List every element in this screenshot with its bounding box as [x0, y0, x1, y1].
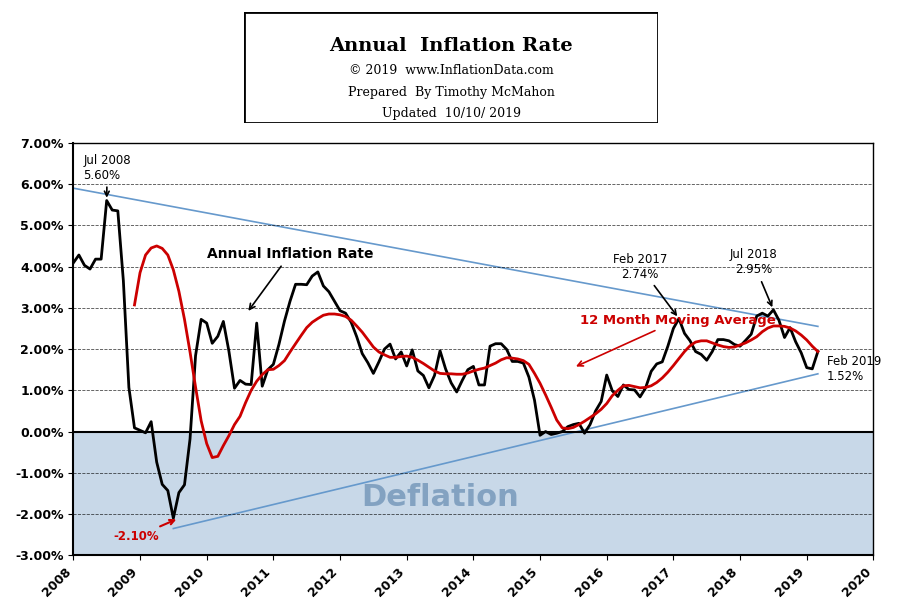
- Text: 12 Month Moving Average: 12 Month Moving Average: [577, 314, 776, 366]
- Text: Annual  Inflation Rate: Annual Inflation Rate: [329, 37, 573, 55]
- Text: Feb 2019
1.52%: Feb 2019 1.52%: [827, 355, 881, 383]
- Text: Jul 2018
2.95%: Jul 2018 2.95%: [730, 249, 778, 306]
- Text: Prepared  By Timothy McMahon: Prepared By Timothy McMahon: [347, 86, 555, 99]
- Text: Annual Inflation Rate: Annual Inflation Rate: [207, 247, 373, 309]
- Text: Deflation: Deflation: [361, 483, 519, 512]
- Text: Updated  10/10/ 2019: Updated 10/10/ 2019: [382, 107, 520, 120]
- Text: -2.10%: -2.10%: [114, 520, 174, 543]
- Text: © 2019  www.InflationData.com: © 2019 www.InflationData.com: [349, 64, 553, 77]
- Text: Jul 2008
5.60%: Jul 2008 5.60%: [83, 154, 131, 196]
- Text: Feb 2017
2.74%: Feb 2017 2.74%: [612, 252, 676, 315]
- Bar: [73, 432, 873, 555]
